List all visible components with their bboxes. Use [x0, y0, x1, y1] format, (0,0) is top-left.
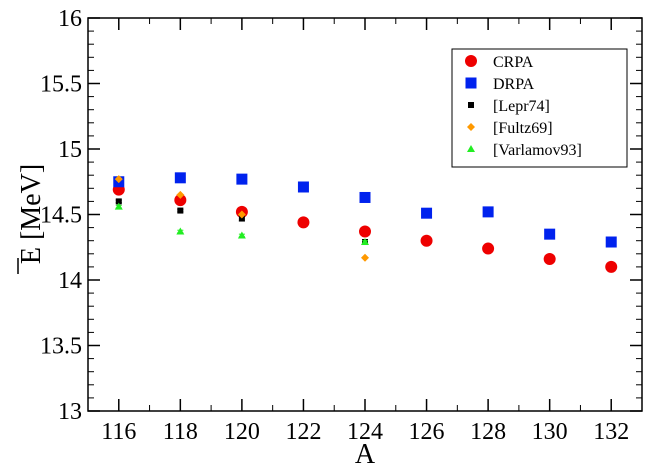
data-point — [114, 175, 123, 184]
data-point — [114, 202, 123, 210]
y-tick-label: 14.5 — [40, 203, 82, 229]
data-point — [177, 207, 184, 214]
data-point — [543, 253, 556, 266]
data-point — [297, 216, 310, 229]
legend-label: CRPA — [493, 54, 534, 71]
data-point — [174, 194, 187, 207]
y-tick-label: 16 — [58, 6, 82, 32]
data-point — [361, 238, 369, 246]
y-axis-title: E [MeV] — [16, 164, 47, 264]
legend-box — [451, 48, 628, 168]
data-point — [174, 172, 186, 184]
data-point — [361, 253, 369, 262]
y-tick-label: 15 — [58, 137, 82, 163]
x-axis-title: A — [355, 439, 376, 467]
data-point — [359, 191, 371, 203]
data-point — [297, 181, 309, 193]
data-point — [482, 242, 495, 255]
legend-label: [Varlamov93] — [493, 142, 582, 159]
data-point — [482, 206, 494, 218]
legend-marker — [467, 123, 475, 131]
data-point — [605, 236, 617, 248]
data-point — [237, 231, 246, 239]
x-tick-label: 116 — [101, 419, 136, 445]
data-point — [605, 260, 618, 273]
legend-marker — [467, 145, 475, 152]
x-tick-label: 120 — [224, 419, 260, 445]
y-tick-label: 13 — [58, 399, 82, 425]
data-point — [176, 190, 185, 199]
series-fultz69 — [114, 175, 369, 262]
data-point — [544, 228, 556, 240]
x-tick-label: 118 — [163, 419, 198, 445]
data-point — [421, 207, 433, 219]
x-tick-label: 128 — [470, 419, 506, 445]
data-point — [176, 227, 185, 235]
series-crpa — [112, 183, 618, 273]
x-tick-label: 122 — [285, 419, 321, 445]
legend-label: [Fultz69] — [493, 120, 553, 137]
data-point — [359, 225, 371, 238]
x-tick-label: 124 — [347, 419, 383, 445]
y-axis-title-group: E [MeV] — [16, 164, 47, 274]
y-tick-label: 15.5 — [40, 72, 82, 98]
series-varlamov93 — [114, 202, 369, 246]
data-point — [237, 210, 246, 219]
legend-marker — [465, 55, 477, 67]
legend-items: CRPA DRPA [Lepr74] [Fultz69] [Varlamov93] — [465, 54, 582, 159]
x-tick-label: 132 — [593, 419, 629, 445]
y-tick-label: 13.5 — [40, 334, 82, 360]
legend-marker — [465, 77, 477, 89]
legend-label: DRPA — [493, 76, 535, 93]
axis-ticks: 116 118 120 122 124 126 128 130 132 13 13.5 14 14.5 1… — [40, 6, 643, 445]
legend-marker — [468, 102, 474, 108]
data-point — [236, 173, 248, 185]
legend: CRPA DRPA [Lepr74] [Fultz69] [Varlamov93] — [451, 48, 628, 168]
x-tick-label: 130 — [532, 419, 568, 445]
data-point — [115, 198, 122, 205]
x-tick-label: 126 — [409, 419, 445, 445]
data-point — [420, 234, 433, 247]
legend-label: [Lepr74] — [493, 98, 550, 115]
y-tick-label: 14 — [58, 268, 82, 294]
data-marks — [112, 172, 618, 273]
